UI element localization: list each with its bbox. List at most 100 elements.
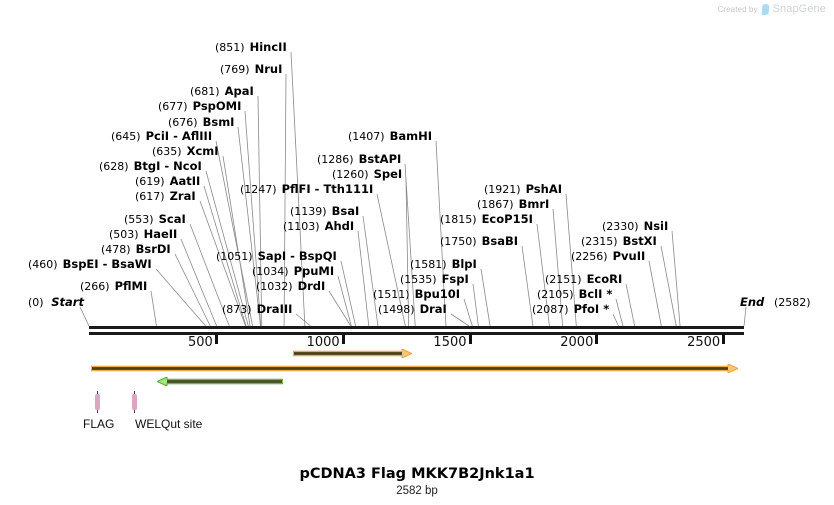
enzyme-name: BsaI [331,204,360,218]
enzyme-position: (1498) [378,303,415,316]
enzyme-leader-line [174,253,211,327]
enzyme-name: ScaI [158,212,186,226]
feature-arrow-full[interactable] [91,364,738,373]
enzyme-label[interactable]: (2315) BstXI [581,235,657,248]
enzyme-position: (1260) [332,168,369,181]
enzyme-label[interactable]: (2330) NsiI [602,220,668,233]
enzyme-label[interactable]: (769) NruI [220,63,282,76]
enzyme-position: (1815) [440,213,477,226]
enzyme-position: (1867) [477,198,514,211]
enzyme-label[interactable]: (1051) SapI - BspQI [216,250,337,263]
enzyme-position: (1286) [317,153,354,166]
enzyme-position: (2087) [532,303,569,316]
enzyme-label[interactable]: (503) HaeII [109,228,177,241]
enzyme-position: (619) [135,175,165,188]
feature-arrow-mid[interactable] [293,349,412,358]
enzyme-name: HincII [249,40,287,54]
ruler-tick-label: 2500 [687,335,721,350]
enzyme-label[interactable]: (1535) FspI [400,273,469,286]
enzyme-name: PflMI [114,279,148,293]
enzyme-label[interactable]: (1815) EcoP15I [440,213,533,226]
enzyme-position: (1103) [283,220,320,233]
enzyme-label[interactable]: (1750) BsaBI [440,235,518,248]
enzyme-name: PvuII [612,249,646,263]
enzyme-position: (1247) [240,183,277,196]
enzyme-name: AhdI [324,219,355,233]
feature-arrow-green[interactable] [157,377,283,386]
ruler-tick [468,334,472,344]
enzyme-position: (1581) [410,258,447,271]
enzyme-label[interactable]: (645) PciI - AflIII [111,130,212,143]
enzyme-position: (1511) [373,288,410,301]
enzyme-position: (1921) [484,183,521,196]
ruler-tick [214,334,218,344]
enzyme-label[interactable]: (553) ScaI [124,212,186,226]
enzyme-label[interactable]: (628) BtgI - NcoI [99,160,202,173]
page-title: pCDNA3 Flag MKK7B2Jnk1a1 [299,466,535,482]
enzyme-label[interactable]: (619) AatII [135,175,200,188]
enzyme-label[interactable]: (1581) BlpI [410,258,477,271]
enzyme-leader-line [612,313,619,327]
enzyme-name: EcoRI [586,272,623,286]
marker-flag[interactable] [94,391,101,413]
enzyme-label[interactable]: (1247) PflFI - Tth111I [240,182,374,196]
start-position: (0) [28,296,44,309]
enzyme-position: (478) [101,243,131,256]
start-label: (0) Start [28,296,84,309]
enzyme-label[interactable]: (266) PflMI [80,279,148,293]
enzyme-leader-line [155,268,206,327]
ruler-tick-label: 1000 [306,335,340,350]
enzyme-label[interactable]: (677) PspOMI [158,99,242,113]
enzyme-name: BstAPI [358,152,402,166]
enzyme-label[interactable]: (1260) SpeI [332,168,402,181]
enzyme-label[interactable]: (1921) PshAI [484,182,563,196]
enzyme-label[interactable]: (460) BspEI - BsaWI [28,257,152,271]
end-name: End [740,295,765,309]
enzyme-label[interactable]: (635) XcmI [152,145,219,158]
terminus-leader-line [79,306,90,327]
enzyme-position: (1535) [400,273,437,286]
feature-arrow-core [167,380,282,383]
enzyme-leader-line [180,238,217,327]
enzyme-label[interactable]: (1103) AhdI [283,219,355,233]
enzyme-label[interactable]: (851) HincII [215,40,287,54]
enzyme-label[interactable]: (2105) BclI * [537,288,612,301]
enzyme-label[interactable]: (1032) DrdI [256,280,325,293]
enzyme-leader-line [450,313,470,327]
marker-welqut[interactable] [131,391,138,413]
enzyme-label[interactable]: (1867) BmrI [477,198,549,211]
enzyme-label[interactable]: (2256) PvuII [571,249,646,263]
enzyme-name: PspOMI [192,99,242,113]
enzyme-name: PflFI - Tth111I [281,182,374,196]
enzyme-position: (628) [99,160,129,173]
enzyme-position: (460) [28,258,58,271]
enzyme-leader-line [404,163,416,327]
enzyme-name: BspEI - BsaWI [62,257,152,271]
enzyme-position: (2330) [602,220,639,233]
enzyme-label[interactable]: (681) ApaI [190,85,254,98]
snapgene-logo-icon [761,3,769,15]
enzyme-label[interactable]: (617) ZraI [135,190,196,203]
enzyme-label[interactable]: (2087) PfoI * [532,303,609,316]
enzyme-leader-line [480,268,491,327]
enzyme-position: (553) [124,213,154,226]
enzyme-label[interactable]: (1498) DraI [378,303,447,316]
ruler-tick [722,334,726,344]
enzyme-label[interactable]: (478) BsrDI [101,243,171,256]
enzyme-label[interactable]: (2151) EcoRI [545,272,623,286]
enzyme-label[interactable]: (1139) BsaI [290,204,360,218]
enzyme-name: PshAI [525,182,563,196]
enzyme-label[interactable]: (1407) BamHI [348,130,432,143]
enzyme-position: (266) [80,280,110,293]
enzyme-label[interactable]: (873) DraIII [222,303,292,316]
enzyme-label[interactable]: (1286) BstAPI [317,152,402,166]
enzyme-leader-line [671,230,681,327]
enzyme-leader-line [150,290,157,327]
enzyme-label[interactable]: (1034) PpuMI [252,265,334,278]
enzyme-label[interactable]: (1511) Bpu10I [373,288,460,301]
enzyme-label[interactable]: (676) BsmI [168,116,234,129]
enzyme-position: (1750) [440,235,477,248]
enzyme-position: (1051) [216,250,253,263]
enzyme-leader-line [244,110,262,327]
